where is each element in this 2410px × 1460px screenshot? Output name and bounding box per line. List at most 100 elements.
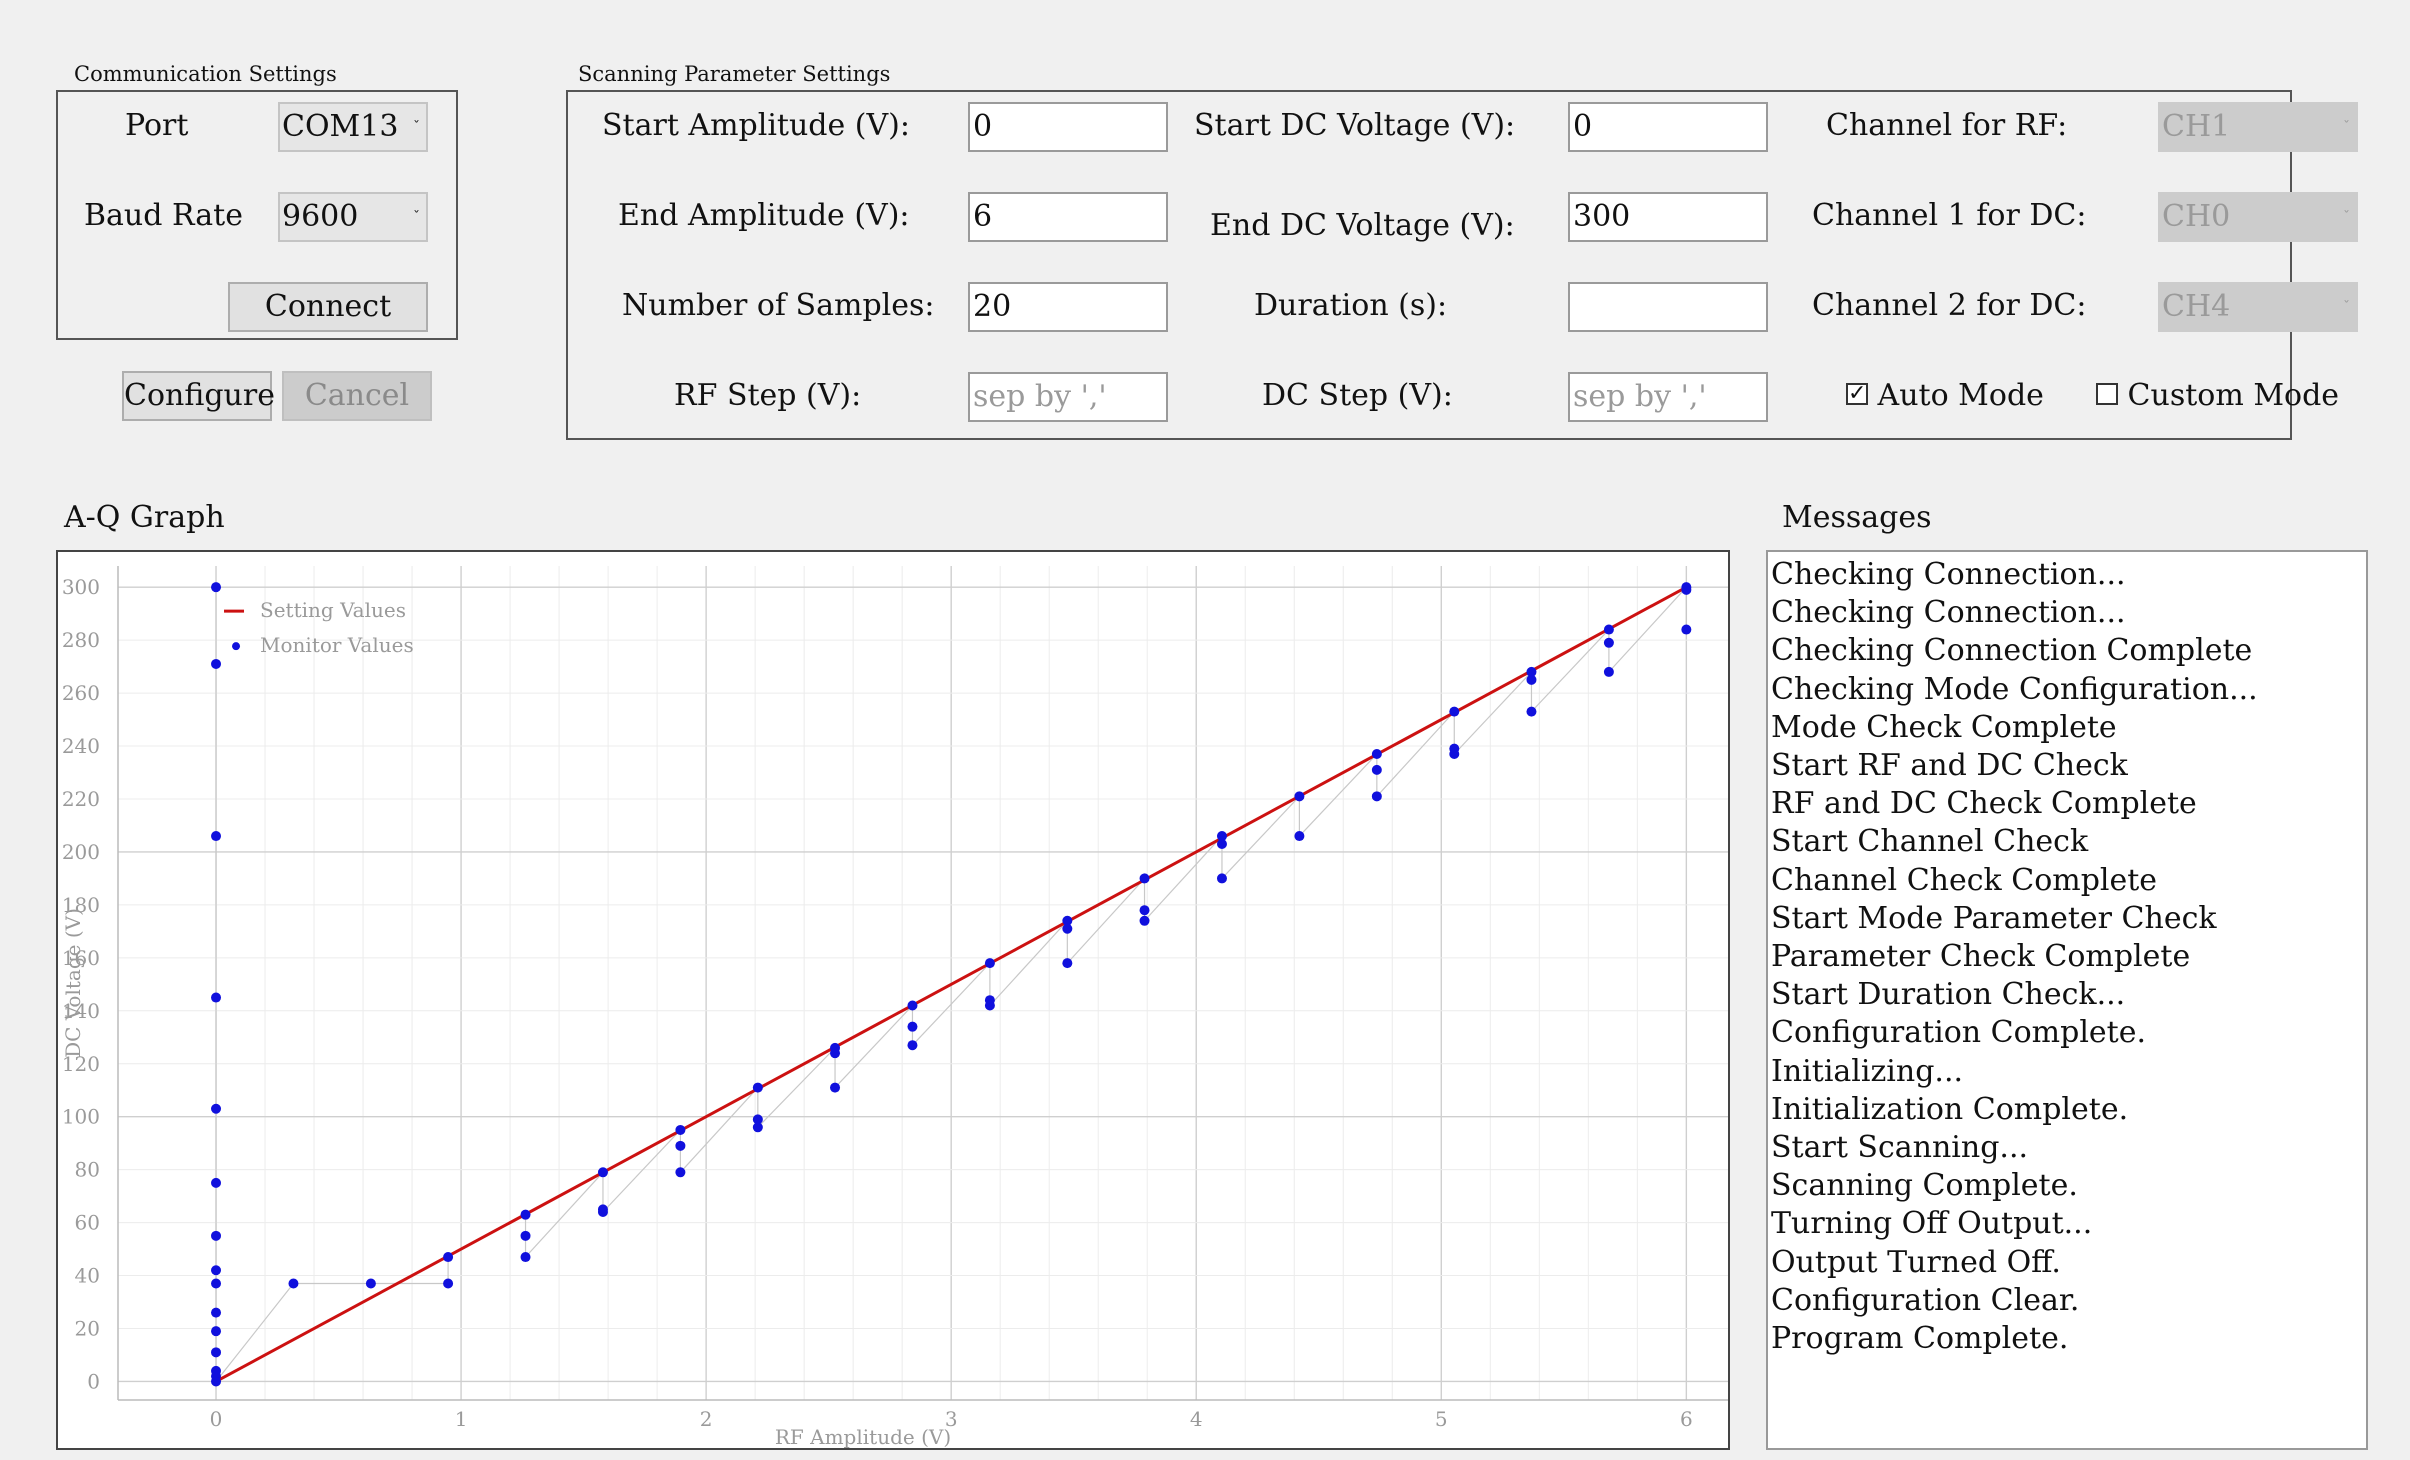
baud-rate-select[interactable]: 9600 ˇ xyxy=(278,192,428,242)
message-line: Scanning Complete. xyxy=(1771,1168,2078,1204)
dc-step-placeholder: sep by ',' xyxy=(1573,379,1707,414)
y-tick-label: 300 xyxy=(62,575,100,599)
channel-dc2-select-value: CH4 xyxy=(2162,289,2231,324)
message-line: Start Channel Check xyxy=(1771,824,2089,860)
custom-mode-checkbox[interactable]: Custom Mode xyxy=(2096,378,2339,413)
checkbox-unchecked-icon xyxy=(2096,383,2118,405)
monitor-point xyxy=(1526,666,1537,677)
monitor-point xyxy=(907,1000,918,1011)
y-tick-label: 220 xyxy=(62,787,100,811)
rf-step-placeholder: sep by ',' xyxy=(973,379,1107,414)
monitor-point xyxy=(1216,831,1227,842)
start-dc-voltage-input[interactable]: 0 xyxy=(1568,102,1768,152)
custom-mode-label: Custom Mode xyxy=(2127,378,2340,413)
start-amplitude-input[interactable]: 0 xyxy=(968,102,1168,152)
y-tick-label: 0 xyxy=(87,1369,100,1393)
legend-monitor-swatch xyxy=(232,642,241,651)
monitor-point xyxy=(443,1252,454,1263)
message-line: Start Scanning... xyxy=(1771,1130,2029,1166)
x-tick-label: 6 xyxy=(1680,1407,1693,1431)
monitor-point xyxy=(830,1082,841,1093)
cancel-button[interactable]: Cancel xyxy=(282,371,432,421)
monitor-point xyxy=(1603,624,1614,635)
rf-step-label: RF Step (V): xyxy=(674,378,862,413)
port-select[interactable]: COM13 ˇ xyxy=(278,102,428,152)
monitor-point xyxy=(1681,624,1692,635)
channel-dc2-label: Channel 2 for DC: xyxy=(1812,288,2087,323)
monitor-point xyxy=(443,1278,454,1289)
baud-rate-select-value: 9600 xyxy=(282,199,359,234)
y-tick-label: 140 xyxy=(62,999,100,1023)
monitor-trace-segment xyxy=(912,962,991,1046)
y-tick-label: 200 xyxy=(62,840,100,864)
x-tick-label: 4 xyxy=(1190,1407,1203,1431)
dc-step-label: DC Step (V): xyxy=(1262,378,1453,413)
message-line: Configuration Clear. xyxy=(1771,1282,2080,1318)
y-tick-label: 120 xyxy=(62,1052,100,1076)
communication-settings-title: Communication Settings xyxy=(74,62,337,86)
rf-step-input[interactable]: sep by ',' xyxy=(968,372,1168,422)
channel-dc1-label: Channel 1 for DC: xyxy=(1812,198,2087,233)
monitor-point xyxy=(1139,915,1150,926)
monitor-point xyxy=(907,1040,918,1051)
channel-rf-select-value: CH1 xyxy=(2162,109,2231,144)
monitor-point xyxy=(1216,839,1227,849)
monitor-point xyxy=(1449,706,1460,717)
dc-step-input[interactable]: sep by ',' xyxy=(1568,372,1768,422)
graph-title: A-Q Graph xyxy=(64,500,225,535)
message-line: RF and DC Check Complete xyxy=(1771,786,2197,822)
monitor-point xyxy=(752,1114,763,1125)
auto-mode-checkbox[interactable]: ✓ Auto Mode xyxy=(1846,378,2044,413)
monitor-trace-segment xyxy=(602,1129,681,1213)
monitor-point xyxy=(211,1177,222,1188)
monitor-point xyxy=(1526,706,1537,717)
monitor-point xyxy=(1526,674,1537,685)
message-line: Checking Connection Complete xyxy=(1771,633,2253,669)
message-line: Turning Off Output... xyxy=(1771,1206,2093,1242)
monitor-point xyxy=(597,1207,608,1218)
monitor-point xyxy=(675,1124,686,1135)
legend-setting-label: Setting Values xyxy=(260,598,406,622)
channel-dc2-select[interactable]: CH4 ˇ xyxy=(2158,282,2358,332)
messages-panel[interactable]: Checking Connection... Checking Connectio… xyxy=(1766,550,2368,1450)
end-dc-voltage-input[interactable]: 300 xyxy=(1568,192,1768,242)
number-of-samples-input[interactable]: 20 xyxy=(968,282,1168,332)
y-tick-label: 280 xyxy=(62,628,100,652)
setting-values-line xyxy=(215,585,1688,1383)
configure-button[interactable]: Configure xyxy=(122,371,275,421)
message-line: Initialization Complete. xyxy=(1771,1091,2129,1127)
end-amplitude-input[interactable]: 6 xyxy=(968,192,1168,242)
message-line: Checking Mode Configuration... xyxy=(1771,671,2258,707)
monitor-point xyxy=(520,1252,531,1263)
message-line: Mode Check Complete xyxy=(1771,709,2117,745)
channel-rf-select[interactable]: CH1 ˇ xyxy=(2158,102,2358,152)
monitor-point xyxy=(211,831,222,842)
y-tick-label: 240 xyxy=(62,734,100,758)
end-dc-voltage-label: End DC Voltage (V): xyxy=(1210,208,1515,243)
monitor-point xyxy=(211,1103,222,1114)
monitor-trace-segment xyxy=(834,1005,913,1088)
monitor-point xyxy=(1603,637,1614,648)
monitor-point xyxy=(1371,748,1382,759)
monitor-trace-segment xyxy=(989,920,1068,1006)
aq-chart: 0 1 2 3 4 5 6020406080100120140160180200220240… xyxy=(61,566,1728,1449)
monitor-trace-segment xyxy=(757,1047,836,1128)
monitor-point xyxy=(907,1021,918,1032)
monitor-point xyxy=(1449,748,1460,759)
monitor-point xyxy=(1294,831,1305,842)
monitor-point xyxy=(520,1209,531,1220)
y-tick-label: 60 xyxy=(75,1211,100,1235)
x-tick-label: 5 xyxy=(1435,1407,1448,1431)
duration-input[interactable] xyxy=(1568,282,1768,332)
monitor-point xyxy=(984,958,995,969)
checkbox-checked-icon: ✓ xyxy=(1846,381,1868,406)
monitor-point xyxy=(211,1307,222,1318)
monitor-point xyxy=(597,1167,608,1178)
monitor-point xyxy=(1062,915,1073,926)
monitor-point xyxy=(675,1140,686,1151)
monitor-trace-segment xyxy=(1376,711,1455,797)
channel-dc1-select[interactable]: CH0 ˇ xyxy=(2158,192,2358,242)
connect-button[interactable]: Connect xyxy=(228,282,428,332)
x-tick-label: 2 xyxy=(700,1407,713,1431)
monitor-point xyxy=(288,1278,299,1289)
